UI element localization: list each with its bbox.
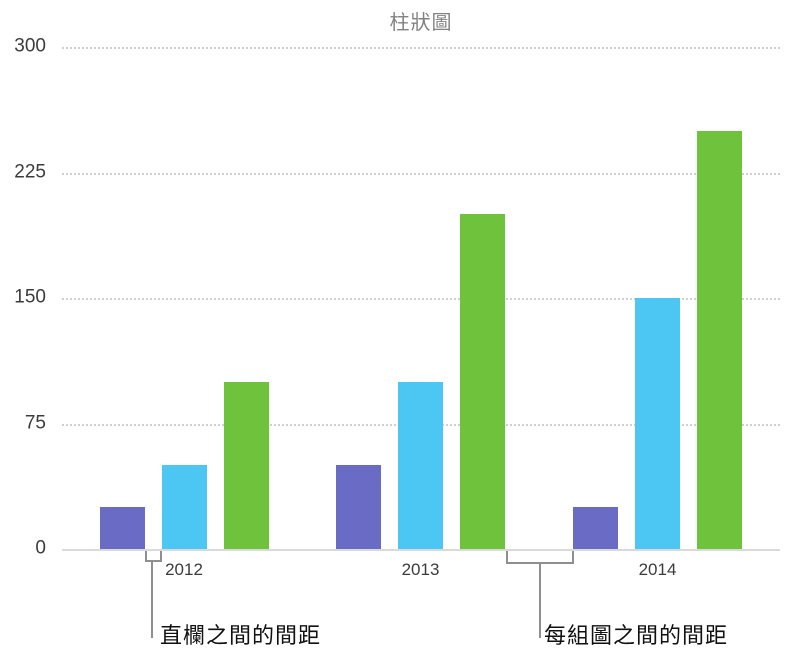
- bar-2013-series-2: [398, 381, 443, 549]
- bar-2014-series-3: [697, 130, 742, 549]
- bar-2012-series-3: [223, 381, 269, 549]
- x-axis-label-2014: 2014: [638, 560, 677, 579]
- bar-2012-series-2: [161, 465, 207, 549]
- gridline-225: [62, 172, 780, 175]
- gridline-150: [62, 298, 780, 300]
- y-axis-tick-label-75: 75: [24, 412, 46, 434]
- bar-2013-series-3: [460, 214, 505, 549]
- column-gap-annotation: 直欄之間的間距: [160, 623, 322, 648]
- y-axis-tick-label-300: 300: [14, 35, 46, 57]
- bar-2013-series-1: [336, 465, 381, 549]
- bar-2012-series-1: [99, 507, 145, 549]
- y-axis-tick-label-0: 0: [35, 537, 46, 559]
- column-gap-leader-line: [151, 561, 153, 638]
- y-axis-tick-label-225: 225: [14, 161, 46, 183]
- gridline-300: [62, 47, 780, 49]
- y-axis-tick-label-150: 150: [14, 286, 46, 308]
- chart-title: 柱狀圖: [389, 12, 453, 34]
- group-gap-annotation: 每組圖之間的間距: [544, 623, 729, 648]
- group-gap-leader-line: [539, 563, 541, 638]
- bar-2014-series-1: [573, 507, 618, 549]
- x-axis-label-2012: 2012: [165, 560, 203, 579]
- bar-2014-series-2: [635, 298, 680, 549]
- x-axis-label-2013: 2013: [401, 560, 440, 579]
- x-axis-baseline: [62, 549, 780, 551]
- column-gap-bracket: [145, 551, 162, 562]
